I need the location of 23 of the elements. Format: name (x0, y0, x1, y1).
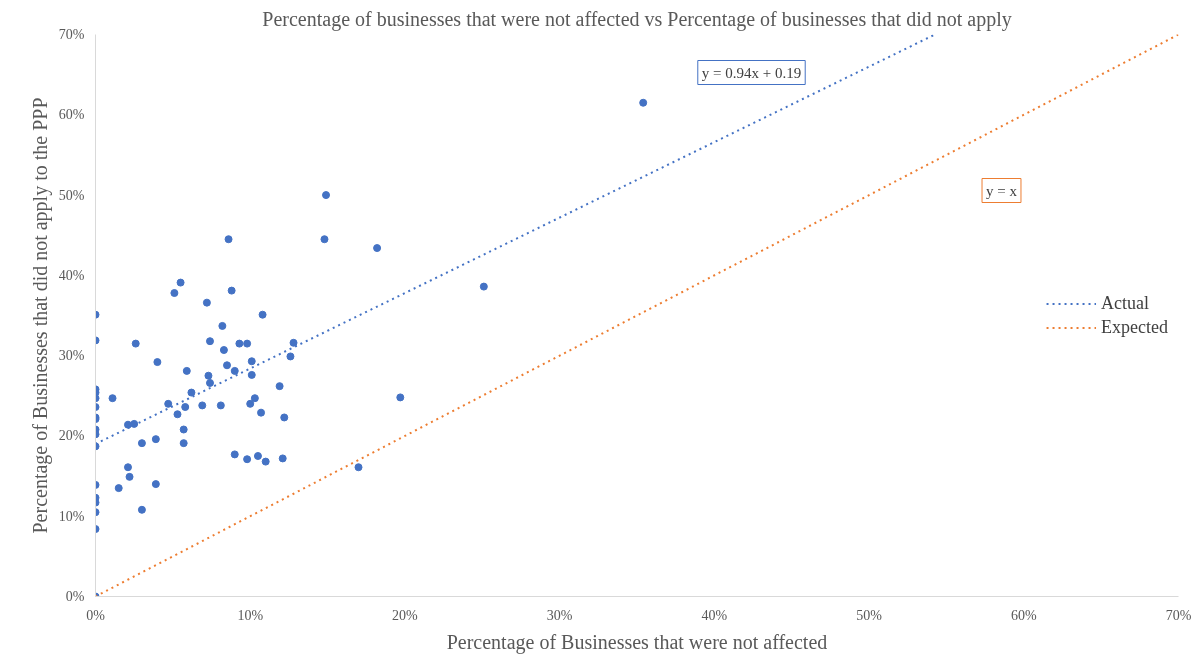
legend-label: Expected (1101, 316, 1168, 338)
annotation: y = 0.94x + 0.19 (701, 64, 802, 81)
x-tick-label: 20% (392, 607, 419, 623)
y-tick-label: 70% (58, 27, 85, 42)
x-tick-label: 60% (1010, 607, 1037, 623)
annotation: y = x (986, 182, 1018, 199)
y-tick-label: 30% (58, 348, 85, 364)
x-tick-label: 50% (856, 607, 883, 623)
x-tick-label: 10% (237, 607, 264, 623)
y-tick-label: 40% (58, 267, 85, 283)
x-tick-label: 30% (546, 607, 573, 623)
y-tick-label: 20% (58, 428, 85, 444)
x-axis-title: Percentage of Businesses that were not affected (446, 630, 828, 654)
x-tick-label: 40% (701, 607, 728, 623)
y-tick-label: 50% (58, 187, 85, 203)
chart-title: Percentage of businesses that were not affected vs Percentage of businesses that did not apply (262, 7, 1012, 31)
x-tick-label: 0% (86, 607, 106, 623)
y-tick-label: 0% (65, 589, 85, 604)
y-axis-title: Percentage of Businesses that did not apply to the PPP (28, 97, 52, 534)
x-tick-label: 70% (1165, 607, 1192, 623)
y-tick-label: 10% (58, 508, 85, 524)
y-tick-label: 60% (58, 107, 85, 123)
legend-label: Actual (1101, 292, 1150, 314)
